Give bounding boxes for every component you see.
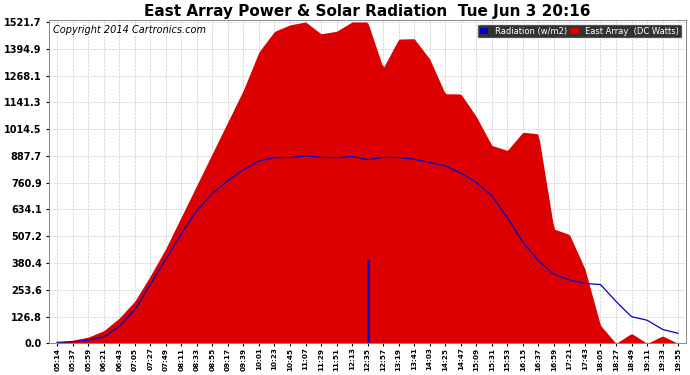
Text: Copyright 2014 Cartronics.com: Copyright 2014 Cartronics.com — [52, 25, 206, 35]
Title: East Array Power & Solar Radiation  Tue Jun 3 20:16: East Array Power & Solar Radiation Tue J… — [144, 4, 591, 19]
Legend: Radiation (w/m2), East Array  (DC Watts): Radiation (w/m2), East Array (DC Watts) — [477, 24, 682, 39]
